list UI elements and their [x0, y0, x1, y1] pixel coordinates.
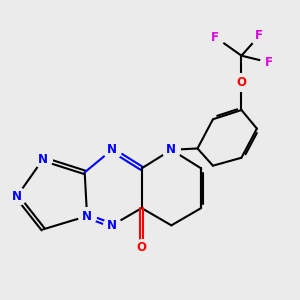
Text: N: N	[107, 143, 117, 156]
Text: F: F	[211, 31, 219, 44]
Text: N: N	[167, 143, 176, 156]
Text: N: N	[82, 210, 92, 223]
Text: O: O	[137, 242, 147, 254]
Text: N: N	[38, 153, 48, 166]
Text: N: N	[12, 190, 22, 203]
Text: N: N	[107, 219, 117, 232]
Text: F: F	[255, 29, 263, 42]
Text: F: F	[265, 56, 273, 69]
Text: O: O	[236, 76, 246, 89]
